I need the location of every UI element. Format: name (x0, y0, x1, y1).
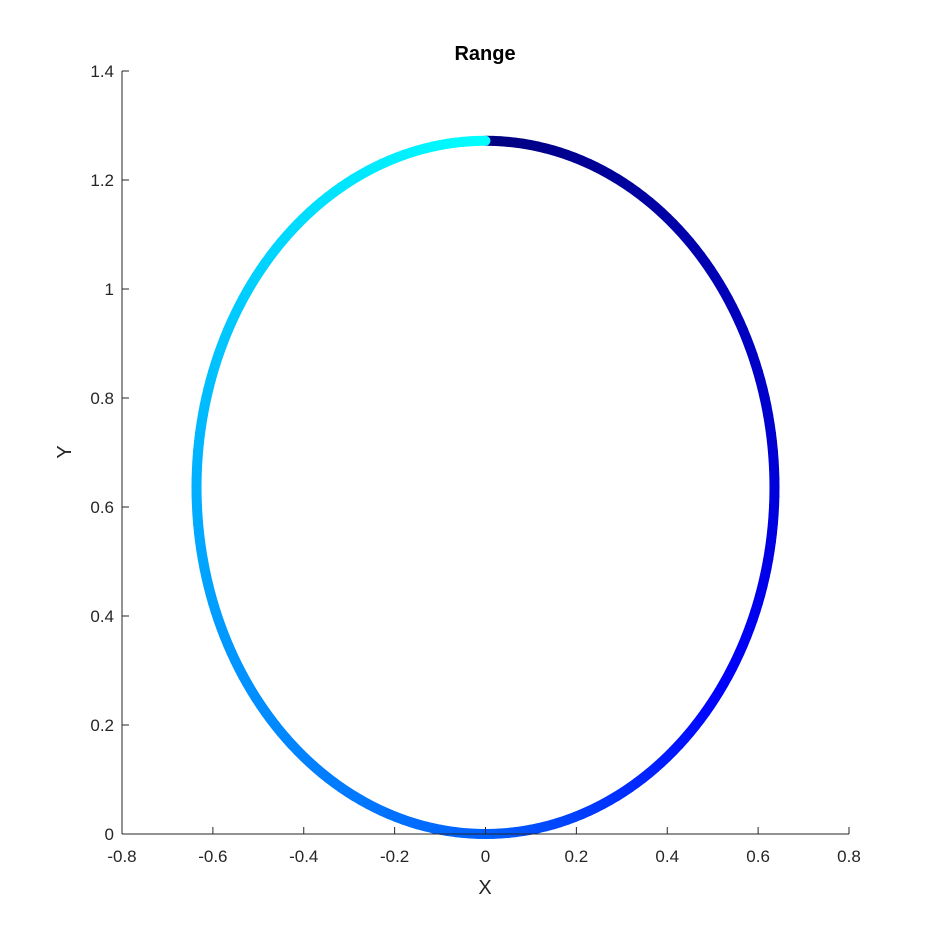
data-curve (191, 135, 780, 839)
y-tick-label: 1 (105, 280, 114, 299)
y-axis-label: Y (54, 445, 76, 458)
y-tick-label: 0.6 (90, 498, 114, 517)
x-tick-label: -0.2 (380, 847, 409, 866)
x-tick-label: -0.4 (289, 847, 318, 866)
x-tick-label: 0.8 (837, 847, 861, 866)
y-axis-ticks: 0 0.2 0.4 0.6 0.8 1 1.2 1.4 (90, 62, 129, 844)
y-tick-label: 1.2 (90, 171, 114, 190)
y-tick-label: 1.4 (90, 62, 114, 81)
x-tick-label: -0.6 (198, 847, 227, 866)
x-axis-label: X (478, 877, 491, 899)
chart-title: Range (454, 43, 515, 65)
x-tick-label: -0.8 (107, 847, 136, 866)
y-tick-label: 0 (105, 825, 114, 844)
x-axis-ticks: -0.8 -0.6 -0.4 -0.2 0 0.2 0.4 0.6 0.8 (107, 827, 861, 866)
y-tick-label: 0.8 (90, 389, 114, 408)
x-tick-label: 0.2 (565, 847, 589, 866)
y-tick-label: 0.2 (90, 716, 114, 735)
y-tick-label: 0.4 (90, 607, 114, 626)
x-tick-label: 0 (481, 847, 490, 866)
x-tick-label: 0.4 (655, 847, 679, 866)
x-tick-label: 0.6 (746, 847, 770, 866)
